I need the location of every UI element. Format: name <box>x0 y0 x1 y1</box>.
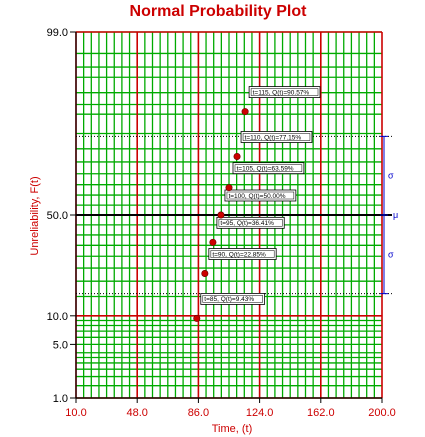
y-axis-label: Unreliability, F(t) <box>29 176 41 255</box>
data-point <box>233 152 241 160</box>
y-tick-label: 1.0 <box>53 393 68 405</box>
y-tick-label: 50.0 <box>47 210 68 222</box>
data-label: t=115, Q(t)=90.57% <box>248 86 321 98</box>
label-box-inner <box>250 88 319 96</box>
label-text: t=85, Q(t)=9.43% <box>204 296 254 303</box>
x-tick-label: 10.0 <box>65 407 86 419</box>
chart-title: Normal Probability Plot <box>130 3 308 20</box>
x-tick-label: 162.0 <box>307 407 335 419</box>
data-point <box>217 211 225 219</box>
data-point <box>193 314 201 322</box>
label-text: t=105, Q(t)=63.59% <box>237 165 294 172</box>
data-label: t=85, Q(t)=9.43% <box>200 293 265 305</box>
label-box <box>240 131 313 143</box>
x-tick-label: 124.0 <box>246 407 274 419</box>
label-box <box>208 248 277 260</box>
x-tick-label: 48.0 <box>126 407 147 419</box>
sigma-label-upper: σ <box>388 171 394 181</box>
label-box-inner <box>210 250 275 258</box>
data-series: t=85, Q(t)=9.43% t=90, Q(t)=22.85% t=95, Q… <box>193 86 321 322</box>
x-axis-ticks: 10.0 48.0 86.0 124.0 162.0 200.0 <box>65 398 396 419</box>
sigma-bracket: μ σ σ <box>76 135 398 295</box>
data-point <box>225 184 233 192</box>
sigma-label-lower: σ <box>388 249 394 259</box>
label-box <box>248 86 321 98</box>
data-point <box>209 238 217 246</box>
label-box-inner <box>242 133 311 141</box>
label-box-inner <box>218 219 283 227</box>
y-tick-label: 99.0 <box>47 27 68 39</box>
label-text: t=115, Q(t)=90.57% <box>253 89 310 96</box>
data-point <box>241 108 249 116</box>
label-box <box>224 189 297 202</box>
label-box-inner <box>226 191 295 200</box>
y-tick-label: 5.0 <box>53 339 68 351</box>
data-label: t=95, Q(t)=36.41% <box>216 216 285 229</box>
label-box-inner <box>234 164 303 172</box>
label-text: t=90, Q(t)=22.85% <box>212 251 266 258</box>
data-label: t=100, Q(t)=50.00% <box>224 189 297 202</box>
x-tick-label: 200.0 <box>368 407 396 419</box>
x-axis-label: Time, (t) <box>212 423 253 435</box>
label-text: t=100, Q(t)=50.00% <box>228 193 285 200</box>
label-box <box>216 216 285 229</box>
y-axis-ticks: 99.0 50.0 10.0 5.0 1.0 <box>47 27 76 405</box>
label-box-inner <box>202 295 263 303</box>
mu-label: μ <box>393 210 398 220</box>
data-label: t=105, Q(t)=63.59% <box>232 162 305 175</box>
data-point <box>201 270 209 278</box>
label-text: t=95, Q(t)=36.41% <box>220 220 274 227</box>
data-label: t=90, Q(t)=22.85% <box>208 248 277 260</box>
label-text: t=110, Q(t)=77.15% <box>245 134 302 141</box>
y-tick-label: 10.0 <box>47 311 68 323</box>
x-tick-label: 86.0 <box>188 407 209 419</box>
label-box <box>232 162 305 175</box>
data-label: t=110, Q(t)=77.15% <box>240 131 313 143</box>
label-box <box>200 293 265 305</box>
